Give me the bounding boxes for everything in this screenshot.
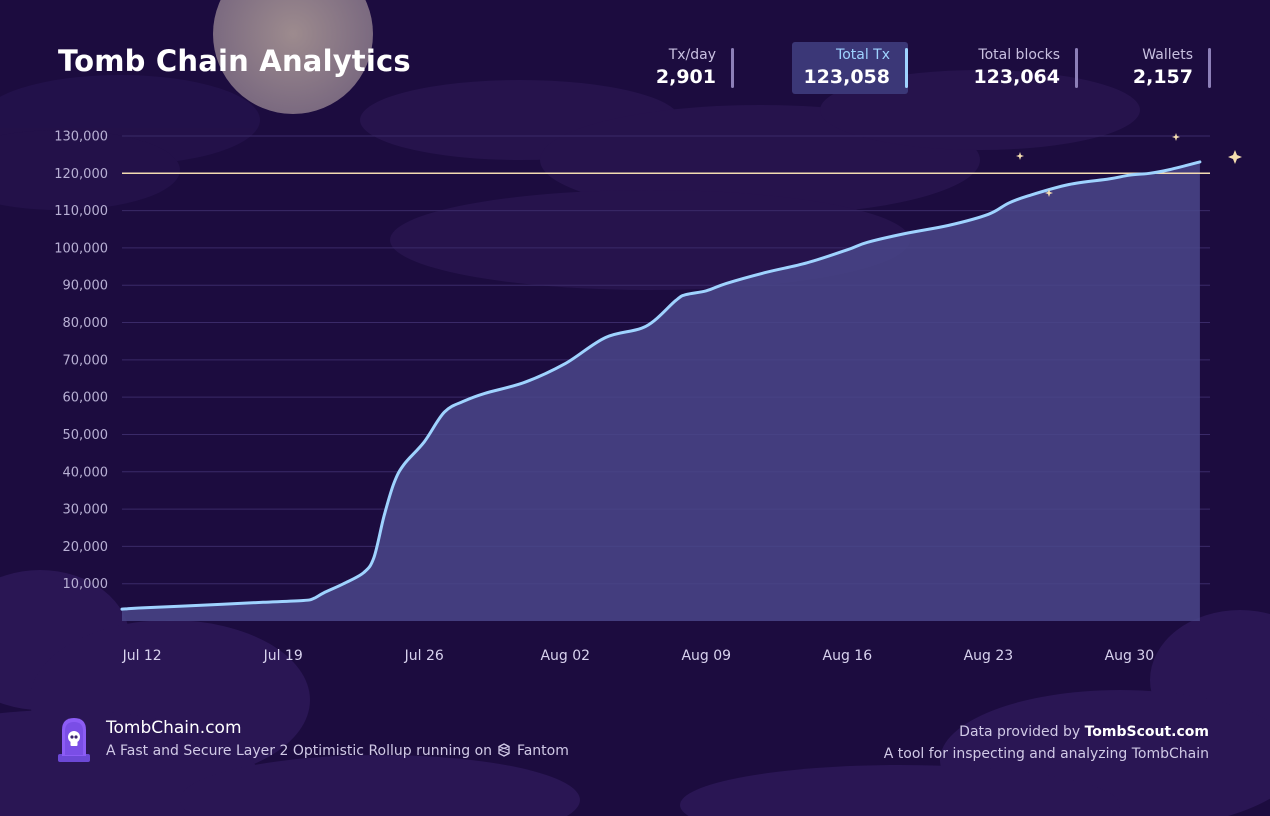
cloud-bottom-left <box>0 570 580 816</box>
x-tick-label: Aug 02 <box>540 648 590 664</box>
y-axis-ticks: 10,000 20,000 30,000 40,000 50,000 60,000 70,0… <box>54 130 108 593</box>
moon <box>213 0 373 114</box>
stat-divider <box>1075 48 1078 88</box>
credit-prefix: Data provided by <box>959 724 1081 740</box>
y-tick-label: 80,000 <box>63 316 109 331</box>
stat-value: 2,901 <box>655 66 716 88</box>
stat-divider <box>905 48 908 88</box>
brand-name[interactable]: TombChain.com <box>106 718 242 738</box>
x-tick-label: Jul 12 <box>122 648 162 664</box>
y-tick-label: 10,000 <box>63 577 109 592</box>
y-tick-label: 60,000 <box>63 391 109 406</box>
stat-label: Wallets <box>1142 47 1193 63</box>
tagline: A Fast and Secure Layer 2 Optimistic Rol… <box>106 743 569 759</box>
y-tick-label: 130,000 <box>54 130 108 145</box>
y-tick-label: 90,000 <box>63 279 109 294</box>
fantom-icon <box>498 743 511 757</box>
tagline-text: A Fast and Secure Layer 2 Optimistic Rol… <box>106 743 493 759</box>
sparkle-icon <box>1172 133 1180 141</box>
y-tick-label: 110,000 <box>54 204 108 219</box>
stat-divider <box>1208 48 1211 88</box>
stat-label: Total blocks <box>978 47 1060 63</box>
series-line-total-tx <box>120 160 1202 611</box>
y-tick-label: 30,000 <box>63 503 109 518</box>
credit-description: A tool for inspecting and analyzing Tomb… <box>883 746 1209 762</box>
stat-label: Total Tx <box>836 47 890 63</box>
tombstone-logo-icon <box>58 718 90 762</box>
y-tick-label: 50,000 <box>63 428 109 443</box>
tagline-network: Fantom <box>516 743 569 759</box>
stat-wallets[interactable]: Wallets 2,157 <box>1118 42 1211 94</box>
y-tick-label: 70,000 <box>63 353 109 368</box>
page-title: Tomb Chain Analytics <box>58 44 411 78</box>
x-tick-label: Aug 30 <box>1105 648 1155 664</box>
credit-line: Data provided by TombScout.com <box>884 721 1209 743</box>
stat-label: Tx/day <box>668 47 716 63</box>
cloud-middle <box>360 70 1140 290</box>
sparkle-icon <box>1045 189 1053 197</box>
footer-credit-block: Data provided by TombScout.com A tool fo… <box>884 721 1209 765</box>
total-tx-chart: 10,000 20,000 30,000 40,000 50,000 60,000 70,0… <box>54 130 1242 664</box>
stat-tx-per-day[interactable]: Tx/day 2,901 <box>640 42 734 94</box>
x-axis-ticks: Jul 12 Jul 19 Jul 26 Aug 02 Aug 09 Aug 16 Aug … <box>122 648 1155 664</box>
sparkle-icon <box>1228 150 1242 164</box>
x-tick-label: Aug 16 <box>823 648 873 664</box>
sparkles <box>1016 133 1242 197</box>
y-tick-label: 40,000 <box>63 465 109 480</box>
stat-value: 123,064 <box>973 66 1060 88</box>
stat-divider <box>731 48 734 88</box>
cloud-top-left <box>0 75 260 210</box>
y-tick-label: 120,000 <box>54 167 108 182</box>
stat-value: 2,157 <box>1132 66 1193 88</box>
x-tick-label: Jul 26 <box>404 648 444 664</box>
x-tick-label: Aug 09 <box>681 648 731 664</box>
stat-value: 123,058 <box>803 66 890 88</box>
cloud-bottom-right <box>680 610 1270 816</box>
credit-link[interactable]: TombScout.com <box>1084 724 1209 740</box>
y-tick-label: 100,000 <box>54 241 108 256</box>
y-tick-label: 20,000 <box>63 540 109 555</box>
x-tick-label: Jul 19 <box>263 648 303 664</box>
sparkle-icon <box>1016 152 1024 160</box>
x-tick-label: Aug 23 <box>964 648 1014 664</box>
area-fill <box>122 161 1200 621</box>
stat-total-tx[interactable]: Total Tx 123,058 <box>792 42 908 94</box>
stat-total-blocks[interactable]: Total blocks 123,064 <box>952 42 1078 94</box>
